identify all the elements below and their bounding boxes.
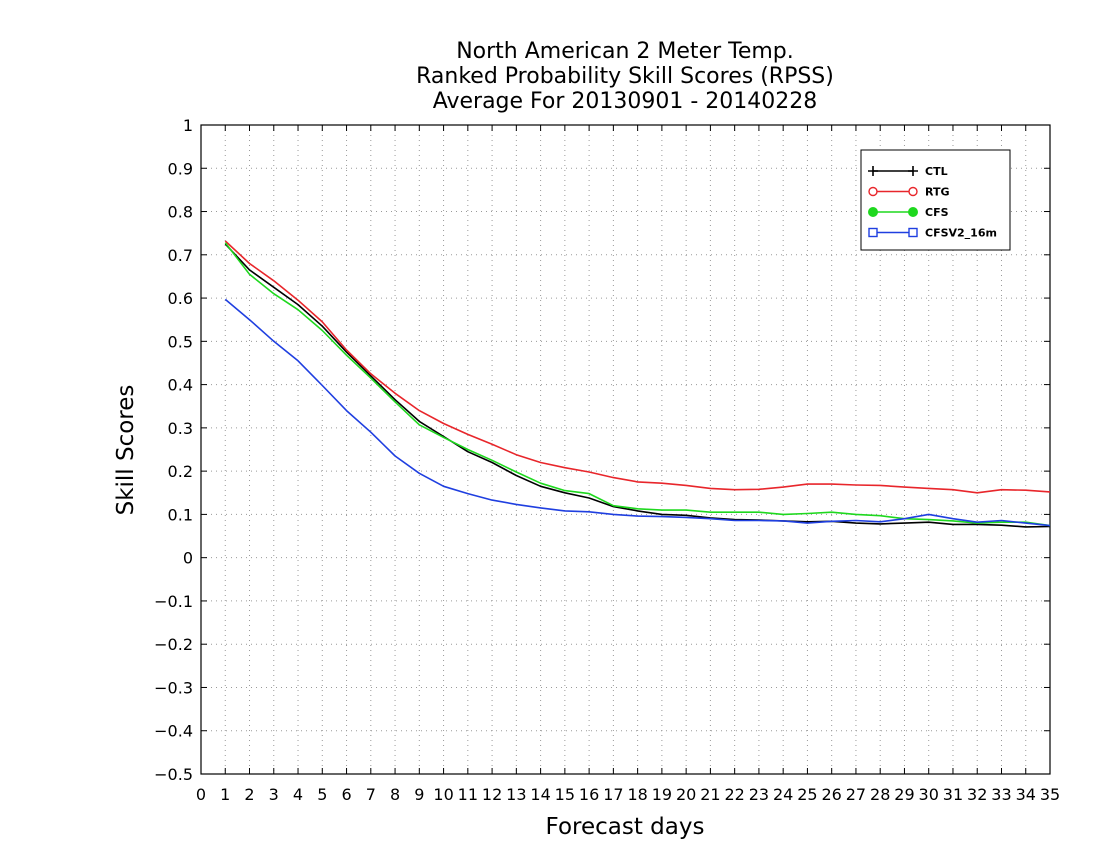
x-tick-label: 16 bbox=[579, 785, 599, 804]
title-line-2: Ranked Probability Skill Scores (RPSS) bbox=[416, 64, 834, 89]
y-tick-label: 0.5 bbox=[168, 332, 193, 351]
x-tick-label: 7 bbox=[366, 785, 376, 804]
y-tick-label: −0.1 bbox=[154, 592, 193, 611]
x-tick-label: 32 bbox=[967, 785, 987, 804]
series-lines bbox=[224, 240, 1051, 528]
x-tick-label: 29 bbox=[894, 785, 914, 804]
chart-title: North American 2 Meter Temp.Ranked Proba… bbox=[416, 39, 834, 114]
legend-label: RTG bbox=[925, 186, 950, 199]
legend-marker-dot bbox=[908, 207, 918, 217]
legend-marker-plus bbox=[868, 166, 878, 176]
x-tick-label: 33 bbox=[991, 785, 1011, 804]
y-tick-label: 1 bbox=[183, 116, 193, 135]
x-tick-label: 3 bbox=[269, 785, 279, 804]
series-line-ctl bbox=[224, 243, 1051, 528]
title-line-1: North American 2 Meter Temp. bbox=[456, 39, 794, 64]
legend-entry: RTG bbox=[868, 186, 950, 199]
x-tick-label: 8 bbox=[390, 785, 400, 804]
y-tick-label: 0.1 bbox=[168, 505, 193, 524]
legend-marker-dot bbox=[868, 207, 878, 217]
legend-marker-plus bbox=[908, 166, 918, 176]
x-tick-label: 18 bbox=[627, 785, 647, 804]
x-tick-label: 5 bbox=[317, 785, 327, 804]
y-tick-label: −0.2 bbox=[154, 635, 193, 654]
legend-label: CFSV2_16m bbox=[925, 227, 997, 240]
x-tick-label: 2 bbox=[244, 785, 254, 804]
y-axis-label: Skill Scores bbox=[113, 385, 139, 516]
x-tick-label: 10 bbox=[433, 785, 453, 804]
title-line-3: Average For 20130901 - 20140228 bbox=[433, 89, 818, 114]
x-tick-label: 30 bbox=[919, 785, 939, 804]
legend-label: CTL bbox=[925, 165, 948, 178]
x-tick-label: 21 bbox=[700, 785, 720, 804]
x-tick-label: 34 bbox=[1016, 785, 1036, 804]
series-line-cfs bbox=[224, 242, 1051, 527]
x-tick-label: 14 bbox=[530, 785, 550, 804]
x-tick-label: 20 bbox=[676, 785, 696, 804]
x-tick-label: 1 bbox=[220, 785, 230, 804]
x-tick-label: 13 bbox=[506, 785, 526, 804]
plot-frame bbox=[200, 124, 1051, 775]
x-tick-label: 28 bbox=[870, 785, 890, 804]
x-tick-label: 17 bbox=[603, 785, 623, 804]
x-tick-label: 26 bbox=[822, 785, 842, 804]
legend-marker-circle bbox=[908, 186, 918, 197]
x-tick-label: 4 bbox=[293, 785, 303, 804]
x-tick-label: 19 bbox=[652, 785, 672, 804]
x-tick-label: 22 bbox=[724, 785, 744, 804]
x-tick-label: 11 bbox=[458, 785, 478, 804]
legend-marker-square bbox=[868, 227, 878, 238]
y-tick-label: 0.3 bbox=[168, 419, 193, 438]
series-line-cfsv2-16m bbox=[224, 298, 1051, 527]
x-tick-label: 31 bbox=[943, 785, 963, 804]
legend: CTL RTG CFS CFSV2_16m bbox=[860, 149, 1011, 251]
y-tick-label: 0.4 bbox=[168, 376, 193, 395]
y-tick-label: 0 bbox=[183, 549, 193, 568]
x-tick-label: 35 bbox=[1040, 785, 1060, 804]
legend-entry: CTL bbox=[868, 165, 948, 178]
legend-entry: CFSV2_16m bbox=[868, 227, 997, 240]
y-tick-label: 0.2 bbox=[168, 462, 193, 481]
x-tick-label: 9 bbox=[414, 785, 424, 804]
y-tick-label: −0.5 bbox=[154, 765, 193, 784]
legend-box bbox=[860, 149, 1011, 251]
grid-lines bbox=[201, 125, 1050, 774]
y-tick-label: −0.4 bbox=[154, 722, 193, 741]
x-axis-label: Forecast days bbox=[546, 814, 705, 840]
x-tick-label: 0 bbox=[196, 785, 206, 804]
y-tick-label: 0.9 bbox=[168, 159, 193, 178]
legend-label: CFS bbox=[925, 206, 949, 219]
y-tick-label: −0.3 bbox=[154, 678, 193, 697]
legend-marker-square bbox=[908, 227, 918, 238]
x-tick-label: 23 bbox=[749, 785, 769, 804]
x-tick-label: 15 bbox=[555, 785, 575, 804]
y-tick-label: 0.8 bbox=[168, 203, 193, 222]
x-tick-label: 25 bbox=[797, 785, 817, 804]
x-tick-label: 6 bbox=[341, 785, 351, 804]
y-tick-label: 0.6 bbox=[168, 289, 193, 308]
legend-marker-circle bbox=[868, 186, 878, 197]
series-line-rtg bbox=[224, 240, 1051, 494]
legend-entry: CFS bbox=[868, 206, 949, 219]
x-tick-label: 24 bbox=[773, 785, 793, 804]
x-tick-label: 12 bbox=[482, 785, 502, 804]
axis-ticks: 0 1 2 3 4 5 6 7 8 9 10 11 12 13 14 15 16 17 18 19 20 21 22 23 24… bbox=[154, 116, 1060, 804]
x-tick-label: 27 bbox=[846, 785, 866, 804]
y-tick-label: 0.7 bbox=[168, 246, 193, 265]
